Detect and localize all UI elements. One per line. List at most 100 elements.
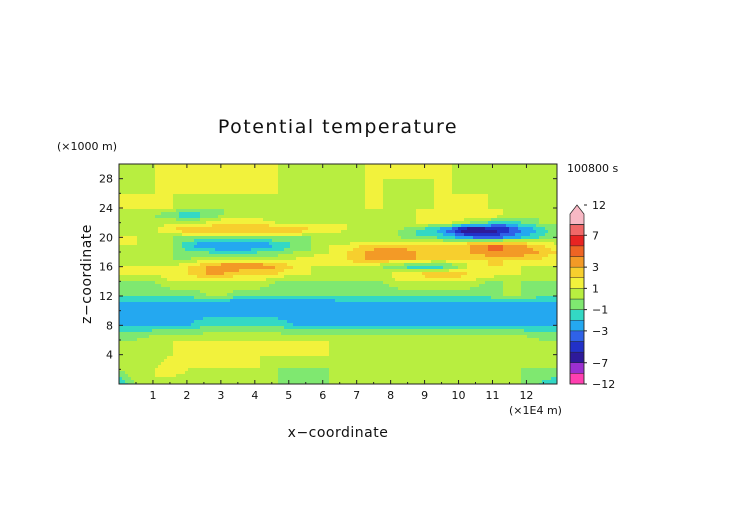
field-cell [503,173,507,177]
field-cell [500,200,504,204]
field-cell [230,185,234,189]
field-cell [443,164,447,168]
field-cell [146,191,150,195]
field-cell [329,191,333,195]
field-cell [242,188,246,192]
field-cell [401,194,405,198]
field-cell [329,179,333,183]
field-cell [260,179,264,183]
field-cell [203,191,207,195]
field-cell [386,170,390,174]
field-cell [308,164,312,168]
field-cell [329,176,333,180]
field-cell [134,200,138,204]
field-cell [194,164,198,168]
field-cell [239,167,243,171]
field-cell [200,170,204,174]
field-cell [191,173,195,177]
field-cell [236,173,240,177]
field-cell [392,179,396,183]
field-cell [356,182,360,186]
field-cell [419,185,423,189]
field-cell [269,176,273,180]
field-cell [407,164,411,168]
field-cell [212,191,216,195]
field-cell [266,203,270,207]
field-cell [440,179,444,183]
field-cell [320,179,324,183]
field-cell [218,182,222,186]
field-cell [551,167,555,171]
field-cell [395,176,399,180]
field-cell [272,170,276,174]
field-cell [122,182,126,186]
field-cell [446,197,450,201]
field-cell [119,185,123,189]
field-cell [173,179,177,183]
field-cell [266,200,270,204]
field-cell [254,200,258,204]
field-cell [431,182,435,186]
field-cell [122,191,126,195]
field-cell [143,170,147,174]
field-cell [266,167,270,171]
field-cell [245,173,249,177]
field-cell [215,164,219,168]
field-cell [203,194,207,198]
field-cell [248,200,252,204]
field-cell [410,179,414,183]
field-cell [383,176,387,180]
field-cell [128,200,132,204]
field-cell [407,194,411,198]
field-cell [458,167,462,171]
field-cell [440,194,444,198]
field-cell [536,170,540,174]
field-cell [464,170,468,174]
field-cell [236,179,240,183]
field-cell [251,200,255,204]
field-cell [221,188,225,192]
field-cell [326,185,330,189]
field-cell [356,185,360,189]
field-cell [305,194,309,198]
field-cell [311,185,315,189]
field-cell [173,170,177,174]
field-cell [371,194,375,198]
field-cell [464,176,468,180]
field-cell [500,194,504,198]
field-cell [401,191,405,195]
field-cell [548,167,552,171]
field-cell [212,176,216,180]
field-cell [533,197,537,201]
field-cell [254,173,258,177]
field-cell [239,197,243,201]
field-cell [278,197,282,201]
field-cell [437,167,441,171]
field-cell [203,197,207,201]
field-cell [167,191,171,195]
field-cell [161,191,165,195]
field-cell [131,164,135,168]
field-cell [248,179,252,183]
field-cell [308,182,312,186]
field-cell [401,173,405,177]
field-cell [500,197,504,201]
field-cell [464,182,468,186]
field-cell [185,200,189,204]
field-cell [176,203,180,207]
field-cell [356,200,360,204]
field-cell [392,170,396,174]
field-cell [398,188,402,192]
field-cell [431,197,435,201]
field-cell [176,185,180,189]
field-cell [461,194,465,198]
field-cell [344,200,348,204]
field-cell [251,173,255,177]
field-cell [158,167,162,171]
field-cell [449,197,453,201]
field-cell [245,200,249,204]
field-cell [539,170,543,174]
field-cell [374,182,378,186]
field-cell [359,176,363,180]
field-cell [335,185,339,189]
